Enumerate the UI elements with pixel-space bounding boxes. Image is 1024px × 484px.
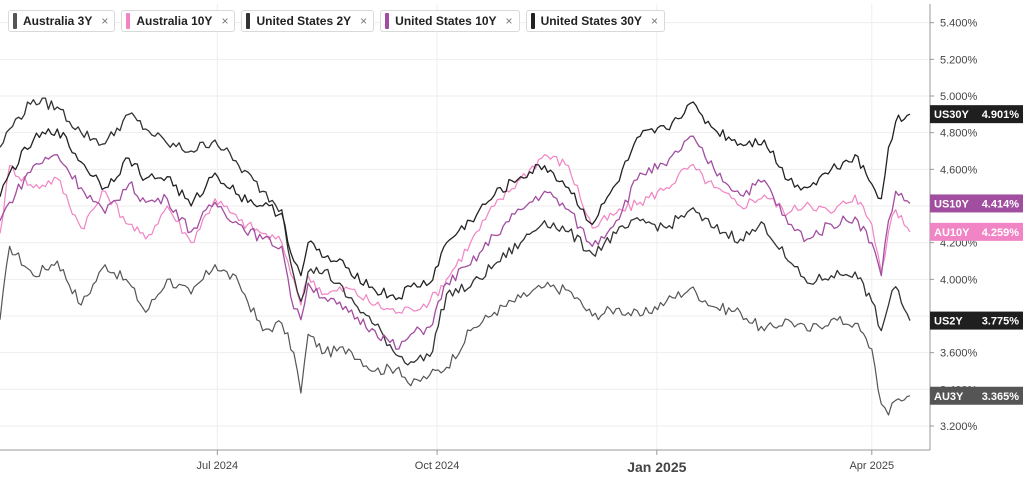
y-tick-label: 5.000% (940, 91, 978, 103)
legend: Australia 3Y × Australia 10Y × United St… (8, 10, 665, 32)
close-icon[interactable]: × (650, 14, 658, 28)
y-tick-label: 3.200% (940, 421, 978, 433)
tag-background (930, 386, 1023, 405)
legend-chip-united-states-10y[interactable]: United States 10Y × (380, 10, 520, 32)
tag-value-label: 4.414% (982, 198, 1020, 210)
legend-label: United States 30Y (540, 14, 642, 28)
tag-series-label: AU3Y (934, 391, 964, 403)
last-value-tags: AU3Y 3.365% AU10Y 4.259% US2Y 3.775% US10Y 4.41… (930, 105, 1023, 405)
series-line-us10y[interactable] (0, 135, 911, 350)
last-value-tag-au3y: AU3Y 3.365% (930, 386, 1023, 405)
series-line-au3y[interactable] (0, 245, 911, 416)
series-line-us2y[interactable] (0, 97, 911, 366)
last-value-tag-us10y: US10Y 4.414% (930, 194, 1023, 213)
legend-label: United States 2Y (256, 14, 352, 28)
series-line-us30y[interactable] (0, 101, 911, 301)
x-tick-label: Jan 2025 (627, 459, 686, 475)
legend-chip-united-states-30y[interactable]: United States 30Y × (525, 10, 665, 32)
close-icon[interactable]: × (101, 14, 109, 28)
legend-chip-australia-10y[interactable]: Australia 10Y × (121, 10, 236, 32)
y-tick-label: 3.600% (940, 348, 978, 360)
x-tick-label: Jul 2024 (197, 460, 239, 472)
x-axis: Jul 2024 Oct 2024 Jan 2025 Apr 2025 (0, 449, 930, 475)
legend-label: Australia 10Y (136, 14, 213, 28)
y-tick-label: 4.000% (940, 274, 978, 286)
tag-series-label: AU10Y (934, 227, 970, 239)
tag-value-label: 4.901% (982, 109, 1020, 121)
y-tick-label: 4.600% (940, 164, 978, 176)
tag-background (930, 194, 1023, 213)
tag-background (930, 311, 1023, 330)
y-tick-label: 5.400% (940, 18, 978, 30)
y-tick-label: 4.800% (940, 128, 978, 140)
close-icon[interactable]: × (221, 14, 229, 28)
close-icon[interactable]: × (505, 14, 513, 28)
close-icon[interactable]: × (360, 14, 368, 28)
last-value-tag-us2y: US2Y 3.775% (930, 311, 1023, 330)
legend-label: Australia 3Y (23, 14, 93, 28)
legend-swatch (126, 13, 131, 29)
last-value-tag-au10y: AU10Y 4.259% (930, 222, 1023, 241)
x-tick-label: Oct 2024 (415, 460, 460, 472)
legend-label: United States 10Y (395, 14, 497, 28)
x-tick-label: Apr 2025 (849, 460, 894, 472)
tag-series-label: US2Y (934, 316, 963, 328)
tag-value-label: 3.775% (982, 316, 1020, 328)
tag-series-label: US10Y (934, 198, 970, 210)
series-line-au10y[interactable] (0, 154, 911, 314)
y-tick-label: 5.200% (940, 54, 978, 66)
legend-swatch (385, 13, 390, 29)
series-lines (0, 97, 911, 416)
tag-background (930, 222, 1023, 241)
tag-series-label: US30Y (934, 109, 970, 121)
tag-background (930, 105, 1023, 124)
legend-chip-united-states-2y[interactable]: United States 2Y × (241, 10, 375, 32)
legend-swatch (530, 13, 535, 29)
legend-swatch (246, 13, 251, 29)
legend-chip-australia-3y[interactable]: Australia 3Y × (8, 10, 116, 32)
last-value-tag-us30y: US30Y 4.901% (930, 105, 1023, 124)
tag-value-label: 3.365% (982, 391, 1020, 403)
legend-swatch (13, 13, 17, 29)
tag-value-label: 4.259% (982, 227, 1020, 239)
